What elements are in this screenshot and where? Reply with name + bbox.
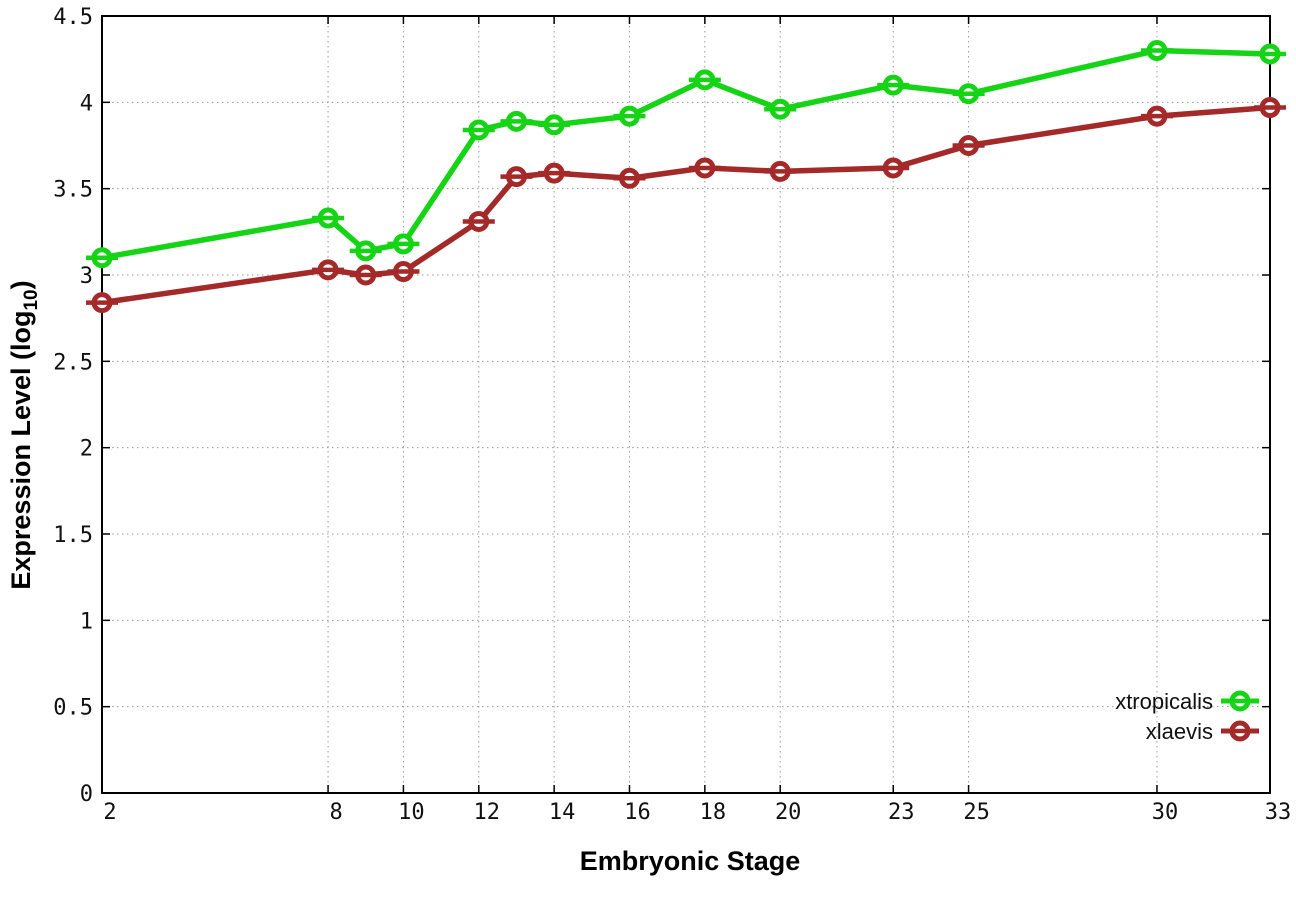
x-tick-label: 23 — [888, 800, 915, 825]
y-axis-title-subscript: 10 — [21, 289, 42, 310]
y-tick-label: 3 — [80, 264, 93, 289]
x-tick-label: 18 — [700, 800, 727, 825]
x-tick-label: 8 — [329, 800, 342, 825]
x-axis-title: Embryonic Stage — [580, 846, 801, 876]
data-point-marker-xlaevis — [1146, 105, 1168, 127]
data-point-marker-xtropicalis — [769, 98, 791, 120]
data-point-marker-xtropicalis — [1146, 40, 1168, 62]
y-tick-label: 2 — [80, 437, 93, 462]
data-point-marker-xtropicalis — [355, 240, 377, 262]
x-tick-label: 25 — [963, 800, 990, 825]
y-tick-label: 4 — [80, 91, 93, 116]
data-point-marker-xlaevis — [882, 157, 904, 179]
data-point-marker-xtropicalis — [618, 105, 640, 127]
plot-border — [101, 15, 1271, 794]
data-point-marker-xlaevis — [958, 135, 980, 156]
data-point-marker-xtropicalis — [468, 119, 490, 141]
data-point-marker-xlaevis — [694, 157, 716, 179]
y-tick-label: 0.5 — [53, 696, 93, 721]
y-tick-label: 2.5 — [53, 350, 93, 375]
data-point-marker-xlaevis — [317, 259, 339, 281]
data-point-marker-xtropicalis — [91, 247, 113, 269]
y-axis-title-main: Expression Level (log — [6, 311, 36, 590]
y-axis-title: Expression Level (log10) — [6, 280, 42, 589]
data-point-marker-xlaevis — [355, 264, 377, 286]
x-tick-label: 10 — [398, 800, 425, 825]
data-point-marker-xtropicalis — [882, 74, 904, 96]
data-point-marker-xtropicalis — [958, 83, 980, 105]
chart-dynamic-layer: 2 8 10 12 14 16 18 20 23 25 30 33 0 0.5 1 1.5 2 2.5 3 3.5 4 4… — [53, 5, 1291, 825]
legend-label-xtropicalis: xtropicalis — [1115, 689, 1213, 714]
legend-label-xlaevis: xlaevis — [1146, 719, 1213, 744]
data-point-marker-xtropicalis — [543, 114, 565, 136]
data-point-marker-xlaevis — [392, 261, 414, 283]
data-point-marker-xlaevis — [618, 167, 640, 189]
y-axis-title-end: ) — [6, 280, 36, 289]
data-point-marker-xtropicalis — [392, 233, 414, 255]
data-point-marker-xlaevis — [468, 210, 490, 232]
x-tick-label: 30 — [1152, 800, 1179, 825]
data-point-marker-xtropicalis — [317, 207, 339, 229]
data-point-marker-xlaevis — [769, 160, 791, 182]
data-point-marker-xlaevis — [91, 292, 113, 314]
y-tick-label: 1 — [80, 609, 93, 634]
legend-marker-xtropicalis — [1229, 690, 1251, 712]
data-point-marker-xlaevis — [505, 166, 527, 188]
x-tick-label: 33 — [1265, 800, 1292, 825]
x-tick-label: 16 — [624, 800, 651, 825]
x-tick-label: 20 — [775, 800, 802, 825]
data-point-marker-xlaevis — [1259, 97, 1281, 119]
y-tick-label: 0 — [80, 782, 93, 807]
x-tick-label: 12 — [474, 800, 501, 825]
y-tick-label: 3.5 — [53, 178, 93, 203]
x-tick-label: 2 — [103, 800, 116, 825]
series-line-xtropicalis — [99, 47, 1273, 261]
y-tick-label: 4.5 — [53, 5, 93, 30]
data-point-marker-xtropicalis — [505, 110, 527, 132]
data-point-marker-xtropicalis — [1259, 43, 1281, 65]
data-point-marker-xlaevis — [543, 162, 565, 184]
data-point-marker-xtropicalis — [694, 69, 716, 91]
series-line-xlaevis — [99, 104, 1273, 306]
legend-marker-xlaevis — [1229, 720, 1251, 742]
y-tick-label: 1.5 — [53, 523, 93, 548]
x-tick-label: 14 — [549, 800, 576, 825]
